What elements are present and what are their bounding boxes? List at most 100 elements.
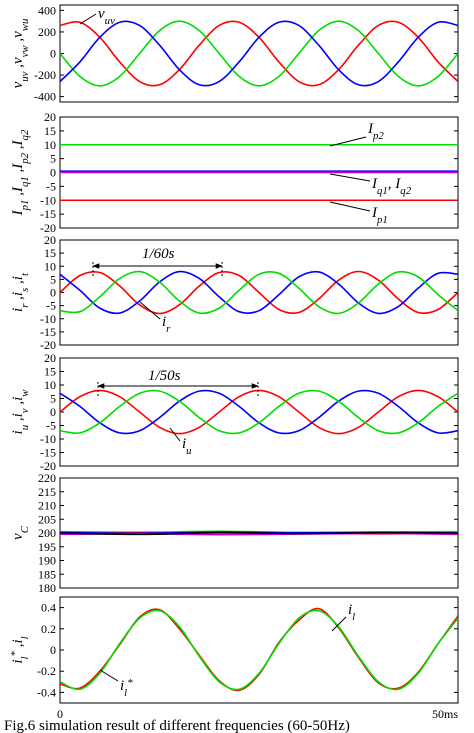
y-tick-label: 0.4	[41, 601, 56, 615]
text-part: ,	[10, 169, 26, 177]
y-tick-label: 10	[44, 138, 56, 152]
y-tick-label: -0.2	[37, 664, 56, 678]
y-tick-label: 10	[44, 259, 56, 273]
text-part: i	[10, 397, 26, 401]
text-part: ,	[10, 64, 26, 72]
annotation: 1/50s	[148, 368, 181, 384]
text-part: ,	[10, 280, 26, 288]
y-axis-label: iu ,iv ,iw	[10, 389, 31, 435]
y-tick-label: -0.4	[37, 685, 56, 699]
subscript: l	[19, 636, 31, 639]
text-part: i	[162, 314, 166, 330]
text-part: ,	[10, 644, 26, 652]
y-tick-label: 0	[50, 47, 56, 61]
text-part: I	[371, 205, 378, 221]
text-part: i	[10, 276, 26, 280]
y-tick-label: -15	[40, 446, 56, 460]
y-tick-label: 0.2	[41, 622, 56, 636]
text-part: v	[10, 533, 26, 540]
text-part: ,	[10, 401, 26, 409]
y-tick-label: 15	[44, 246, 56, 260]
y-tick-label: 220	[38, 471, 56, 485]
subscript: l	[124, 687, 127, 699]
y-tick-label: -5	[46, 179, 56, 193]
y-tick-label: 15	[44, 124, 56, 138]
subscript: q1	[377, 185, 388, 197]
x-tick-label: 0	[57, 707, 63, 721]
y-tick-label: -15	[40, 325, 56, 339]
annotation: il	[348, 602, 355, 623]
series-line	[60, 531, 458, 536]
y-tick-label: 5	[50, 392, 56, 406]
y-tick-label: -10	[40, 193, 56, 207]
y-tick-label: 0	[50, 405, 56, 419]
series-line	[60, 20, 458, 87]
text-part: i	[10, 292, 26, 296]
series-line	[60, 270, 458, 315]
y-tick-label: 20	[44, 351, 56, 365]
y-tick-label: 200	[38, 526, 56, 540]
series-line	[60, 270, 458, 315]
text-part: i	[10, 308, 26, 312]
y-tick-label: 210	[38, 499, 56, 513]
text-part: ,	[10, 417, 26, 425]
subscript: r	[19, 303, 31, 308]
subscript: p1	[376, 214, 388, 226]
series-line	[60, 609, 458, 691]
text-part: ,	[10, 192, 26, 200]
annotation-leader	[331, 616, 347, 632]
text-part: 1/60s	[142, 246, 175, 262]
y-tick-label: -20	[40, 221, 56, 235]
plot-frame	[59, 357, 459, 467]
annotation: iu	[182, 436, 192, 457]
subscript: v	[19, 408, 31, 413]
y-tick-label: 5	[50, 272, 56, 286]
x-tick-label: 50ms	[432, 707, 458, 721]
y-tick-label: 215	[38, 485, 56, 499]
y-tick-label: -400	[34, 90, 56, 104]
y-axis-label: vC	[10, 525, 31, 540]
annotation-leader	[139, 301, 161, 320]
subscript: wu	[19, 18, 31, 31]
y-tick-label: -10	[40, 432, 56, 446]
annotation: vuv	[98, 6, 115, 27]
subscript: w	[19, 389, 31, 397]
annotation-leader	[329, 201, 371, 212]
annotation-leader	[329, 173, 371, 182]
y-tick-label: 15	[44, 365, 56, 379]
annotation: Ip1	[371, 205, 388, 226]
text-part: I	[367, 121, 374, 137]
subscript: vw	[19, 45, 31, 58]
subscript: uv	[105, 15, 115, 27]
y-tick-label: 0	[50, 286, 56, 300]
y-tick-label: 20	[44, 110, 56, 124]
text-part: i	[10, 639, 26, 643]
subscript: r	[166, 323, 171, 335]
text-part: v	[10, 57, 26, 64]
y-tick-label: 0	[50, 166, 56, 180]
text-part: I	[10, 139, 26, 146]
text-part: v	[10, 81, 26, 88]
annotation: il*	[120, 677, 133, 699]
y-tick-label: 0	[50, 643, 56, 657]
subscript: p1	[19, 200, 31, 212]
text-part: ,	[10, 296, 26, 304]
annotation: Ip2	[367, 121, 384, 142]
y-tick-label: 200	[38, 25, 56, 39]
y-tick-label: -5	[46, 419, 56, 433]
y-tick-label: 10	[44, 378, 56, 392]
y-tick-label: -200	[34, 68, 56, 82]
annotation: 1/60s	[142, 246, 175, 262]
subscript: l	[352, 611, 355, 623]
y-tick-label: 195	[38, 540, 56, 554]
y-tick-label: 20	[44, 233, 56, 247]
y-tick-label: 180	[38, 581, 56, 595]
annotation-leader	[99, 669, 119, 682]
text-part: ,	[388, 176, 396, 192]
y-axis-label: ir ,is ,it	[10, 272, 31, 312]
subscript: s	[19, 288, 31, 292]
y-tick-label: -10	[40, 312, 56, 326]
annotation-leader	[329, 136, 367, 147]
text-part: I	[371, 176, 378, 192]
